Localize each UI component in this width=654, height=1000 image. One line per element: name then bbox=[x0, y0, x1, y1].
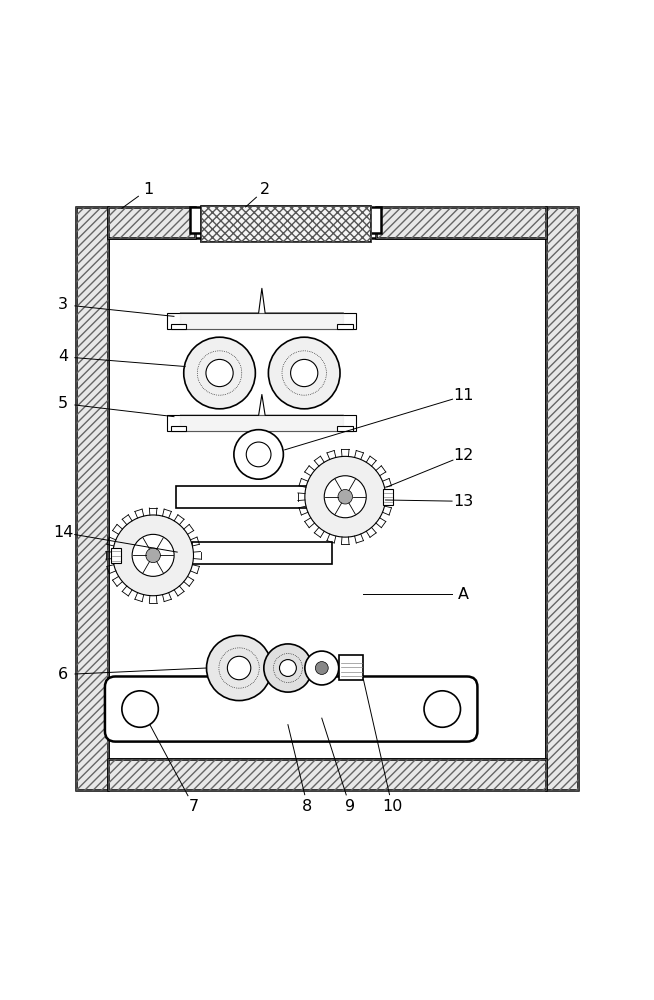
Text: 3: 3 bbox=[58, 297, 68, 312]
Circle shape bbox=[305, 456, 386, 537]
Bar bbox=[167, 415, 356, 431]
Bar bbox=[107, 759, 547, 790]
Bar bbox=[107, 759, 547, 790]
Bar bbox=[167, 313, 356, 329]
Text: 4: 4 bbox=[58, 349, 68, 364]
Text: 13: 13 bbox=[454, 494, 474, 509]
Bar bbox=[547, 207, 577, 790]
Circle shape bbox=[132, 534, 174, 576]
Text: 5: 5 bbox=[58, 396, 68, 411]
Bar bbox=[190, 207, 381, 233]
Bar bbox=[171, 324, 186, 329]
Circle shape bbox=[338, 489, 353, 504]
Circle shape bbox=[228, 656, 250, 680]
Circle shape bbox=[146, 548, 160, 563]
Bar bbox=[201, 206, 371, 242]
Bar bbox=[176, 486, 316, 508]
Text: 14: 14 bbox=[53, 525, 73, 540]
Circle shape bbox=[290, 359, 318, 387]
Circle shape bbox=[264, 644, 312, 692]
Bar bbox=[111, 548, 121, 563]
Bar bbox=[171, 426, 186, 431]
Bar bbox=[376, 207, 547, 238]
Bar bbox=[77, 207, 107, 790]
Bar bbox=[107, 207, 196, 238]
Text: 9: 9 bbox=[345, 799, 355, 814]
FancyBboxPatch shape bbox=[105, 676, 477, 742]
Bar bbox=[376, 207, 547, 238]
Circle shape bbox=[184, 337, 255, 409]
Circle shape bbox=[112, 515, 194, 596]
Text: 8: 8 bbox=[302, 799, 313, 814]
Bar bbox=[192, 542, 332, 564]
Bar bbox=[337, 426, 353, 431]
Bar bbox=[383, 489, 394, 505]
Bar bbox=[337, 324, 353, 329]
Circle shape bbox=[424, 691, 460, 727]
Bar bbox=[77, 207, 107, 790]
Circle shape bbox=[234, 430, 283, 479]
Circle shape bbox=[268, 337, 340, 409]
Circle shape bbox=[324, 476, 366, 518]
Text: A: A bbox=[458, 587, 470, 602]
Circle shape bbox=[305, 651, 339, 685]
Circle shape bbox=[247, 442, 271, 467]
Bar bbox=[201, 206, 371, 242]
Bar bbox=[107, 207, 196, 238]
Text: 11: 11 bbox=[453, 388, 474, 403]
Bar bbox=[339, 655, 364, 680]
Circle shape bbox=[122, 691, 158, 727]
Text: 7: 7 bbox=[188, 799, 199, 814]
Circle shape bbox=[207, 635, 271, 701]
Text: 2: 2 bbox=[260, 182, 270, 197]
Circle shape bbox=[315, 662, 328, 674]
Text: 10: 10 bbox=[382, 799, 402, 814]
Text: 6: 6 bbox=[58, 667, 68, 682]
Text: 1: 1 bbox=[143, 182, 153, 197]
Circle shape bbox=[206, 359, 233, 387]
Bar bbox=[107, 238, 547, 759]
Bar bbox=[547, 207, 577, 790]
Circle shape bbox=[279, 660, 296, 676]
Text: 12: 12 bbox=[454, 448, 474, 463]
